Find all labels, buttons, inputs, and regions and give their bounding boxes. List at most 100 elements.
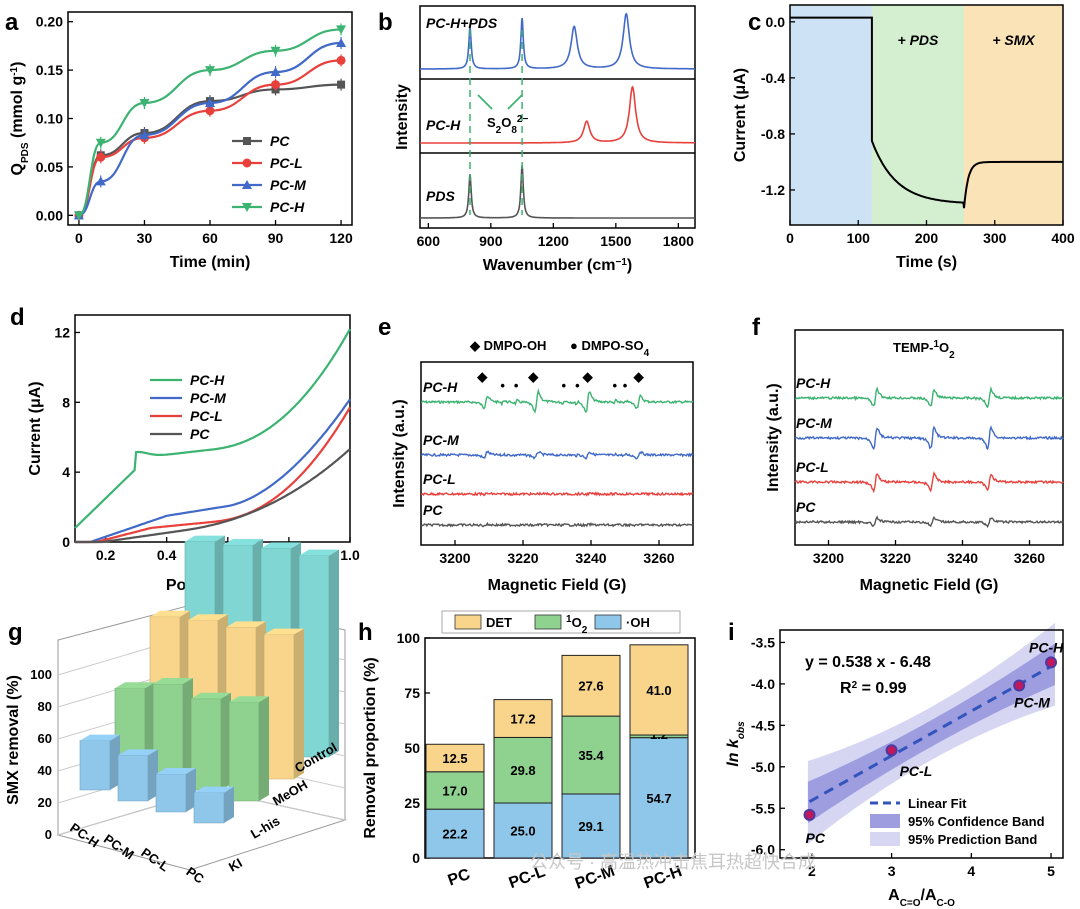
panel-g-bar-top [80,734,120,741]
panel-g-z-tick: 40 [38,763,52,778]
panel-g-bar-top [226,621,266,628]
panel-b-label: b [378,9,393,36]
panel-e-x-tick-label: 3200 [439,550,470,566]
panel-g-row-label: PC [183,864,207,887]
panel-h-category: PC [446,866,473,890]
panel-h-bar-value: 27.6 [578,679,603,694]
panel-h-ylabel: Removal proportion (%) [362,657,379,838]
panel-h-bar-value: 25.0 [510,824,535,839]
panel-e-x-tick-label: 3260 [643,550,674,566]
panel-h-bar-value: 17.2 [510,712,535,727]
panel-i-y-tick-label: -5.0 [751,759,775,775]
panel-c-label: c [748,9,761,36]
panel-g-bar-side [183,678,193,779]
panel-g-bar-side [259,696,269,801]
panel-e-ylabel-part: Intensity (a.u.) [391,399,408,507]
panel-f-label: f [752,314,761,341]
panel-h-bar-DET [493,699,553,738]
panel-b-arrow [477,94,493,110]
panel-h-legend-label-part: O [572,615,582,630]
panel-i-point-label: PC [805,830,825,846]
panel-g-bar-top [229,696,269,703]
panel-i-r2-part: 2 [852,680,858,691]
panel-g-row-label: PC-L [138,845,171,875]
panel-d-curve-PC [75,448,351,544]
panel-h-bar-value: 17.0 [442,783,467,798]
panel-a-label: a [5,9,19,36]
panel-b-spectrum-PC-H+PDS [420,12,695,70]
panel-i-legend-label: 95% Prediction Band [908,832,1037,847]
panel-c-trace [790,16,1063,209]
panel-e-series-label: PC [423,502,443,518]
panel-a-x-tick-label: 120 [329,230,353,246]
panel-g-row-label: PC-M [101,831,137,862]
panel-f-spectrum-PC [794,515,1064,529]
panel-h-y-tick-label: 50 [404,740,420,756]
panel-e-ylabel: Intensity (a.u.) [391,399,408,507]
panel-e-spectrum-PC [420,521,694,528]
panel-g-bar-side [329,549,339,757]
panel-f-series-label: PC-M [796,415,832,431]
panel-b-annotation-part: 8 [511,125,517,136]
panel-i-frame [779,629,1064,859]
panel-e-oh-marker: ◆ [527,369,539,384]
panel-i-xlabel-part: A [888,887,900,904]
panel-f-title-part: TEMP- [893,340,933,355]
panel-h-y-tick-label: 0 [412,850,420,866]
panel-a-point-PC-M [205,98,215,108]
panel-g-z-tick: 100 [30,667,52,682]
panel-e-series-label: PC-M [423,432,459,448]
panel-i-r2-part: R [840,680,852,697]
panel-i-label: i [728,619,735,646]
panel-d-x-tick-label: 1.0 [340,547,360,563]
panel-i-xlabel-part: /A [921,887,937,904]
panel-c-y-tick-label: -0.8 [761,126,785,142]
panel-a-point-PC-L [336,55,346,65]
panel-a-legend-marker [242,203,252,212]
panel-a-point-PC-M [95,176,106,186]
panel-i-point-PC-H [1045,656,1058,669]
panel-a-point-PC-H [73,211,84,221]
panel-i-x-tick-label: 2 [808,863,816,879]
panel-g-z-tick: 20 [38,795,52,810]
panel-b-x-tick-label: 900 [479,233,503,249]
panel-g-bar-top [156,768,196,774]
panel-c-x-tick-label: 300 [983,230,1007,246]
panel-d-legend-PC: PC [190,426,210,442]
panel-a-legend-marker [242,180,252,189]
panel-b-spectrum-PC-H [420,85,695,144]
panel-d-curve-PC-M [75,398,351,544]
panel-h-legend-label-part: 2 [582,625,588,636]
panel-c-x-tick-label: 100 [847,230,871,246]
panel-b-annotation-part: O [501,115,511,130]
panel-i-xlabel: AC=O/AC-O [888,887,955,909]
panel-d-y-tick-label: 0 [62,534,70,550]
panel-f-series-label: PC [796,499,816,515]
panel-c-y-tick-label: -1.2 [761,182,785,198]
panel-h-bar-value: 29.1 [578,819,603,834]
panel-e-so4-marker: • [613,378,618,393]
panel-a-point-PC-M [336,37,347,47]
panel-g-bar-top [191,692,231,699]
panel-e-spectrum-PC-H [420,388,694,414]
panel-c-region-label: + PDS [898,32,940,48]
panel-c-region [790,5,872,225]
panel-c-y-tick-label: 0.0 [766,14,786,30]
panel-d-label: d [10,304,25,331]
panel-f-x-tick-label: 3240 [947,550,978,566]
panel-i-x-tick-label: 3 [888,863,896,879]
panel-d-legend-PC-H: PC-H [190,372,225,388]
panel-b-x-tick-label: 600 [417,233,441,249]
panel-a-ylabel-part: -1 [9,66,20,75]
panel-a-legend-PC-H: PC-H [270,199,305,215]
panel-i-r2: R2 = 0.99 [840,680,907,698]
panel-b-annotation-part: 2− [517,114,529,125]
panel-b-annotation-part: S [487,115,496,130]
panel-i-point-label: PC-H [1029,639,1064,655]
panel-e-so4-marker: • [623,378,628,393]
panel-c-xlabel: Time (s) [896,254,957,271]
panel-g-bar-side [110,734,120,790]
panel-i-legend-label: Linear Fit [908,796,967,811]
panel-f-title-part: 2 [949,350,955,361]
panel-g-bar-top [185,535,225,542]
